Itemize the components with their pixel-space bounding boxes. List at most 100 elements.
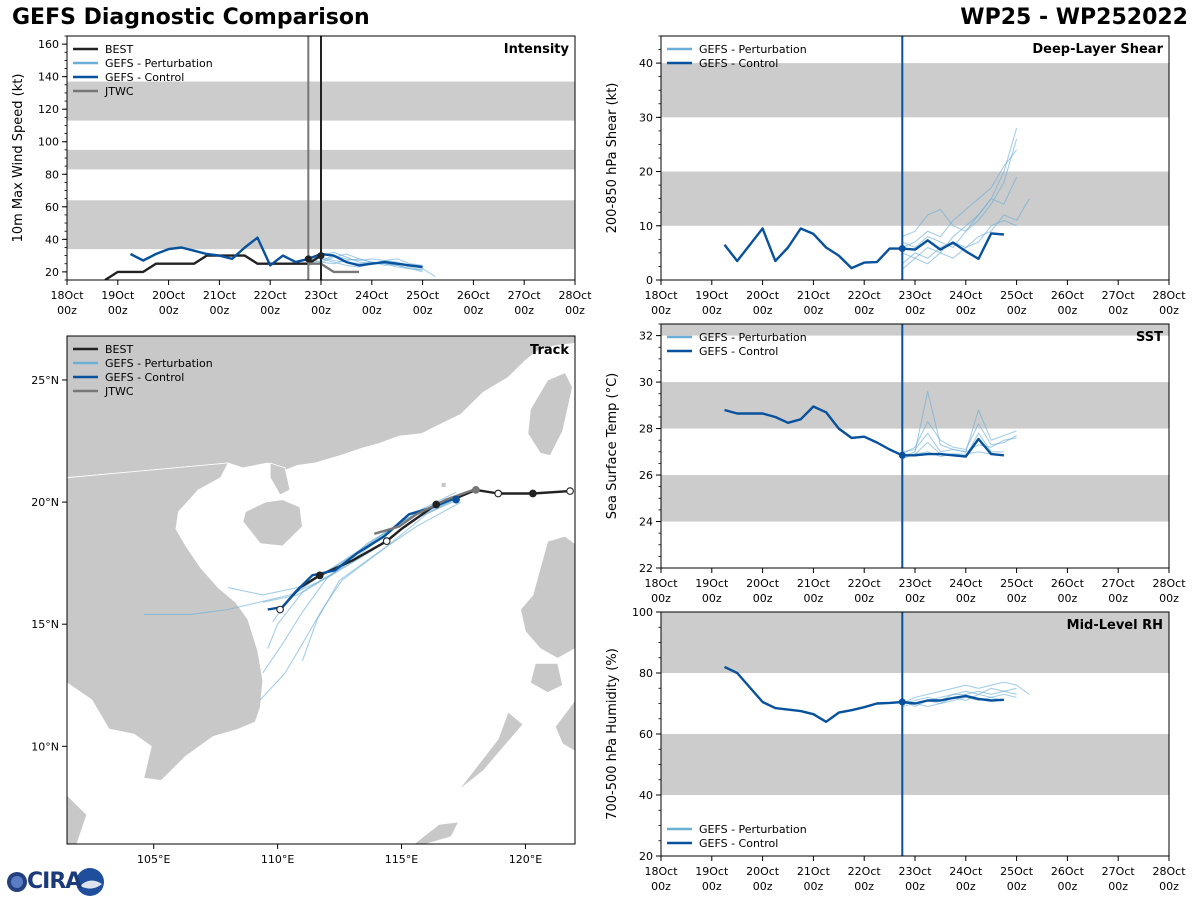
shear-xtick-label: 27Oct bbox=[1102, 289, 1136, 302]
land-mindoro bbox=[529, 662, 564, 694]
intensity-ytick-label: 120 bbox=[38, 103, 59, 116]
intensity-xtick-label: 21Oct bbox=[203, 289, 237, 302]
rh-ytick-label: 40 bbox=[639, 789, 653, 802]
sst-xtick-label: 23Oct bbox=[898, 577, 932, 590]
rh-title: Mid-Level RH bbox=[1067, 618, 1163, 633]
sst-band bbox=[661, 382, 1169, 429]
sst-xtick-label: 00z bbox=[702, 592, 722, 605]
land-pratas-island bbox=[440, 482, 447, 488]
land-taiwan bbox=[527, 372, 573, 457]
track-legend-label: GEFS - Control bbox=[105, 371, 184, 384]
rh-xtick-label: 00z bbox=[956, 880, 976, 893]
track-xtick-label: 115°E bbox=[385, 853, 418, 866]
rh-xtick-label: 28Oct bbox=[1152, 865, 1186, 878]
shear-xtick-label: 00z bbox=[1058, 304, 1078, 317]
shear-marker bbox=[898, 245, 906, 253]
shear-ytick-label: 40 bbox=[639, 57, 653, 70]
sst-series-pert bbox=[902, 432, 1017, 453]
rh-ylabel: 700-500 hPa Humidity (%) bbox=[605, 648, 620, 820]
intensity-xtick-label: 00z bbox=[159, 304, 179, 317]
rh-marker bbox=[898, 698, 906, 706]
land-luzon bbox=[520, 535, 575, 659]
intensity-legend-label: BEST bbox=[105, 43, 133, 56]
rh-xtick-label: 00z bbox=[702, 880, 722, 893]
intensity-series-control bbox=[129, 236, 423, 269]
sst-legend-label: GEFS - Perturbation bbox=[699, 331, 807, 344]
shear-xtick-label: 00z bbox=[1159, 304, 1179, 317]
shear-xtick-label: 19Oct bbox=[695, 289, 729, 302]
intensity-xtick-label: 18Oct bbox=[50, 289, 84, 302]
track-line-pert bbox=[259, 494, 464, 701]
intensity-xtick-label: 00z bbox=[464, 304, 484, 317]
rh-legend-label: GEFS - Control bbox=[699, 837, 778, 850]
intensity-xtick-label: 00z bbox=[210, 304, 230, 317]
track-point bbox=[472, 486, 480, 494]
sst-series-control bbox=[724, 405, 1005, 458]
track-xtick-label: 105°E bbox=[137, 853, 170, 866]
shear-xtick-label: 00z bbox=[1108, 304, 1128, 317]
track-point bbox=[566, 487, 574, 495]
intensity-series-jtwc bbox=[308, 262, 360, 274]
sst-ylabel: Sea Surface Temp (°C) bbox=[605, 373, 620, 520]
rh-series-control bbox=[723, 665, 1004, 723]
shear-ytick-label: 0 bbox=[646, 274, 653, 287]
sst-xtick-label: 27Oct bbox=[1102, 577, 1136, 590]
sst-xtick-label: 22Oct bbox=[848, 577, 882, 590]
intensity-xtick-label: 00z bbox=[362, 304, 382, 317]
rh-series-pert bbox=[902, 687, 1017, 708]
track-point bbox=[529, 489, 537, 498]
intensity-legend-label: GEFS - Perturbation bbox=[105, 57, 213, 70]
track-legend-label: GEFS - Perturbation bbox=[105, 357, 213, 370]
shear-ytick-label: 20 bbox=[639, 166, 653, 179]
track-line-pert bbox=[301, 501, 462, 661]
track-ytick-label: 15°N bbox=[31, 618, 59, 631]
shear-series-pert bbox=[901, 128, 1018, 270]
sst-xtick-label: 19Oct bbox=[695, 577, 729, 590]
intensity-xtick-label: 00z bbox=[57, 304, 77, 317]
shear-xtick-label: 00z bbox=[702, 304, 722, 317]
land-visayas bbox=[554, 699, 575, 752]
sst-xtick-label: 00z bbox=[1159, 592, 1179, 605]
rh-xtick-label: 24Oct bbox=[949, 865, 983, 878]
rh-band bbox=[661, 734, 1169, 795]
sst-legend-label: GEFS - Control bbox=[699, 345, 778, 358]
sst-xtick-label: 24Oct bbox=[949, 577, 983, 590]
shear-band bbox=[661, 171, 1169, 226]
sst-xtick-label: 20Oct bbox=[746, 577, 780, 590]
shear-xtick-label: 00z bbox=[854, 304, 874, 317]
track-frame bbox=[66, 335, 576, 845]
intensity-ytick-label: 100 bbox=[38, 136, 59, 149]
rh-xtick-label: 00z bbox=[651, 880, 671, 893]
shear-xtick-label: 00z bbox=[905, 304, 925, 317]
shear-xtick-label: 00z bbox=[956, 304, 976, 317]
sst-series-pert bbox=[902, 432, 1004, 458]
sst-xtick-label: 21Oct bbox=[797, 577, 831, 590]
track-point bbox=[276, 605, 284, 614]
rh-xtick-label: 00z bbox=[905, 880, 925, 893]
track-xtick-label: 120°E bbox=[509, 853, 542, 866]
shear-series-pert bbox=[902, 138, 1018, 238]
intensity-xtick-label: 25Oct bbox=[406, 289, 440, 302]
sst-ytick-label: 30 bbox=[639, 376, 653, 389]
rh-legend-label: GEFS - Perturbation bbox=[699, 823, 807, 836]
logo-text: CIRA bbox=[27, 869, 82, 894]
sst-marker bbox=[898, 451, 906, 459]
rh-xtick-label: 18Oct bbox=[644, 865, 678, 878]
land-gulf-of-thailand-coast bbox=[67, 794, 88, 844]
shear-band bbox=[661, 63, 1169, 118]
shear-xtick-label: 20Oct bbox=[746, 289, 780, 302]
intensity-title: Intensity bbox=[504, 42, 570, 57]
intensity-ytick-label: 60 bbox=[45, 201, 59, 214]
land-leizhou-peninsula bbox=[269, 462, 291, 496]
rh-ytick-label: 80 bbox=[639, 667, 653, 680]
shear-plot-area bbox=[661, 36, 1169, 280]
shear-xtick-label: 25Oct bbox=[1000, 289, 1034, 302]
sst-xtick-label: 00z bbox=[651, 592, 671, 605]
rh-ytick-label: 100 bbox=[632, 606, 653, 619]
shear-ytick-label: 30 bbox=[639, 111, 653, 124]
shear-legend-label: GEFS - Control bbox=[699, 57, 778, 70]
intensity-xtick-label: 00z bbox=[514, 304, 534, 317]
track-map-area bbox=[67, 336, 575, 844]
track-ytick-label: 20°N bbox=[31, 496, 59, 509]
